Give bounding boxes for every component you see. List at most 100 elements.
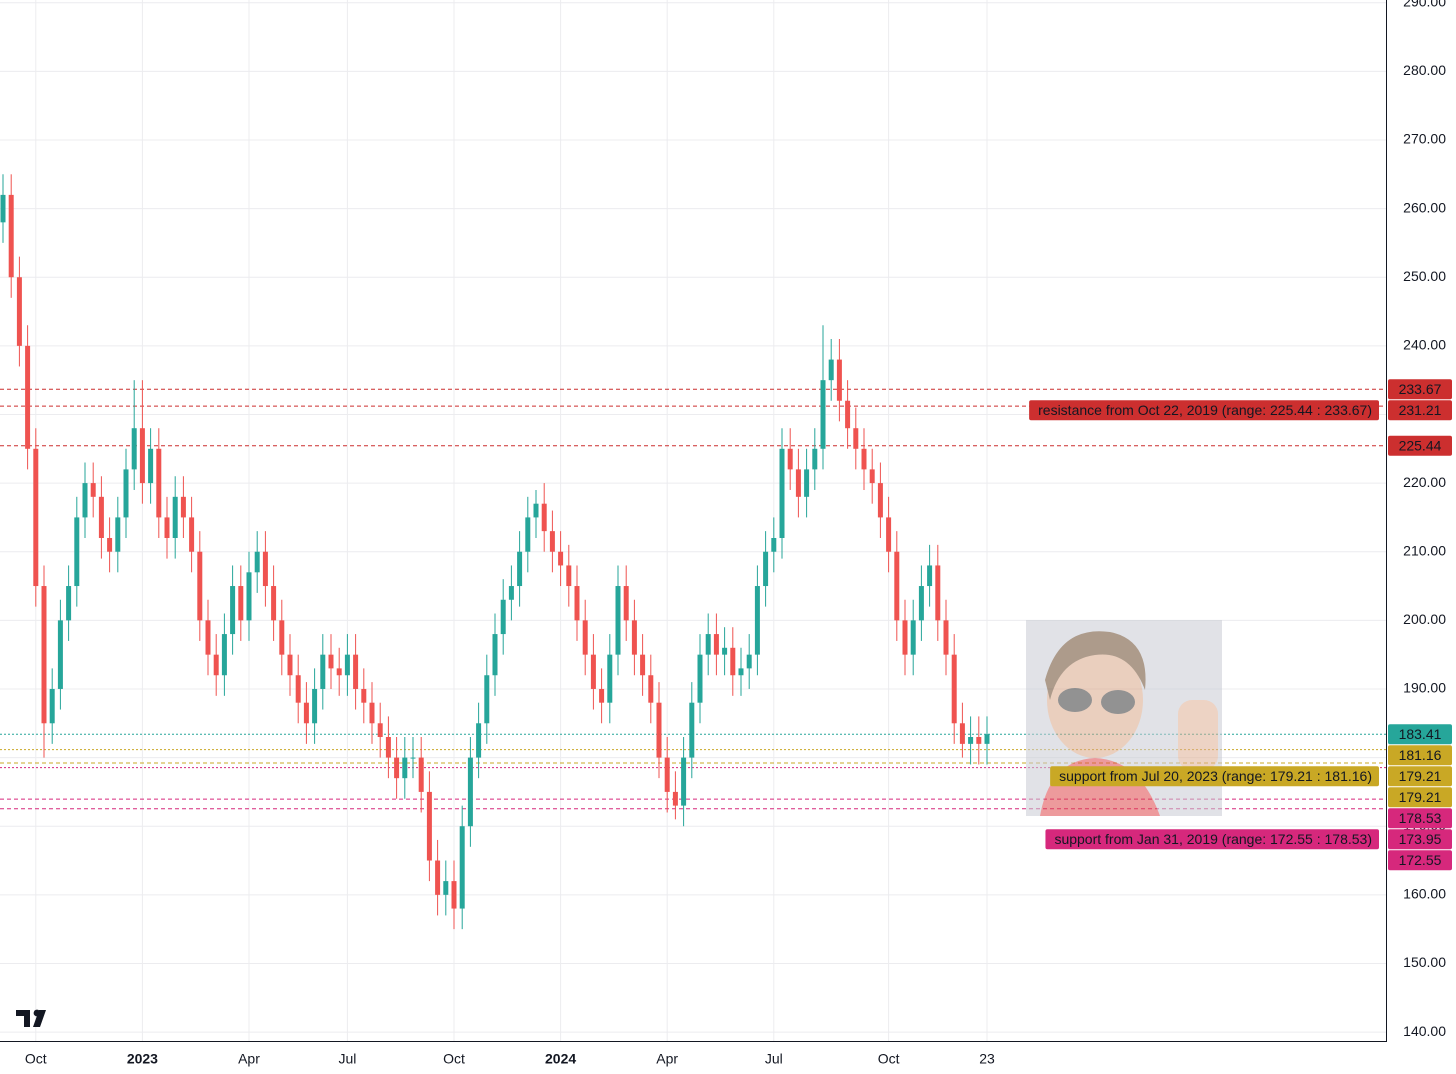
candle-body — [836, 359, 842, 401]
y-tick-label: 240.00 — [1403, 337, 1446, 353]
candle-body — [328, 654, 334, 669]
y-tick-label: 260.00 — [1403, 199, 1446, 215]
candle-body — [197, 551, 203, 621]
candle-body — [558, 551, 564, 566]
candle-body — [599, 688, 605, 703]
candle-body — [853, 428, 859, 449]
candle-body — [279, 620, 285, 655]
candle-body — [443, 881, 449, 895]
price-label: 178.53 — [1399, 810, 1442, 826]
x-tick-label: Oct — [443, 1051, 465, 1067]
candle-body — [90, 483, 96, 497]
candle-body — [566, 565, 572, 587]
price-label-box — [1388, 850, 1452, 871]
candle-body — [402, 757, 408, 779]
candle-body — [57, 620, 63, 689]
candle-body — [115, 517, 121, 552]
price-label-box — [1388, 808, 1452, 829]
candle-body — [451, 881, 457, 909]
candle-body — [705, 634, 711, 655]
candle-body — [886, 517, 892, 552]
y-tick-label: 280.00 — [1403, 62, 1446, 78]
candle-body — [410, 757, 416, 759]
price-label: 233.67 — [1399, 381, 1442, 397]
candle-body — [541, 503, 547, 532]
candle-body — [467, 757, 473, 827]
candle-body — [148, 448, 154, 484]
candle-body — [656, 702, 662, 758]
candle-body — [861, 448, 867, 470]
candle-body — [968, 737, 974, 744]
price-label: 225.44 — [1399, 437, 1442, 453]
candle-body — [640, 654, 646, 676]
candle-body — [713, 634, 719, 655]
candle-body — [582, 620, 588, 655]
candle-body — [590, 654, 596, 689]
candle-body — [180, 496, 186, 518]
y-tick-label: 290.00 — [1403, 0, 1446, 9]
candle-body — [66, 586, 72, 621]
logo-dot — [33, 1009, 41, 1017]
candle-body — [763, 551, 769, 587]
candle-body — [845, 400, 851, 429]
annotation-box — [1045, 829, 1379, 850]
price-label: 179.21 — [1399, 789, 1442, 805]
candle-body — [320, 654, 326, 689]
candle-body — [213, 654, 219, 676]
candle-body — [754, 586, 760, 655]
candle-body — [164, 517, 170, 538]
candle-body — [98, 496, 104, 538]
price-label: 231.21 — [1399, 402, 1442, 418]
y-tick-label: 210.00 — [1403, 542, 1446, 558]
candle-body — [205, 620, 211, 655]
candle-body — [254, 551, 260, 573]
price-label: 172.55 — [1399, 852, 1442, 868]
y-tick-label: 150.00 — [1403, 954, 1446, 970]
candle-body — [369, 702, 375, 724]
y-tick-label: 140.00 — [1403, 1023, 1446, 1039]
x-tick-label: Apr — [656, 1051, 678, 1067]
photo-hair — [1045, 631, 1146, 700]
candle-body — [361, 688, 367, 703]
candle-body — [738, 668, 744, 676]
candle-body — [377, 723, 383, 738]
price-label-box — [1388, 766, 1452, 787]
y-tick-label: 200.00 — [1403, 611, 1446, 627]
candle-body — [172, 496, 178, 538]
candle-body — [221, 634, 227, 676]
candle-body — [353, 654, 359, 689]
y-tick-label: 270.00 — [1403, 131, 1446, 147]
annotation-text: support from Jan 31, 2019 (range: 172.55… — [1054, 831, 1372, 847]
price-label-box — [1388, 400, 1452, 421]
candle-body — [426, 791, 432, 861]
candle-body — [787, 448, 793, 470]
y-tick-label: 160.00 — [1403, 886, 1446, 902]
photo-hand — [1178, 700, 1218, 770]
candle-body — [82, 483, 88, 518]
candle-body — [238, 586, 244, 621]
candle-body — [295, 675, 301, 703]
candle-body — [246, 572, 252, 621]
candle-body — [41, 586, 47, 724]
candle-body — [385, 737, 391, 758]
candle-body — [25, 345, 31, 449]
price-label: 179.21 — [1399, 768, 1442, 784]
candle-body — [951, 654, 957, 724]
price-label: 173.95 — [1399, 831, 1442, 847]
candle-body — [623, 586, 629, 621]
candle-body — [828, 359, 834, 381]
candle-body — [336, 668, 342, 676]
annotation-text: support from Jul 20, 2023 (range: 179.21… — [1059, 768, 1372, 784]
candle-body — [976, 737, 982, 744]
candle-body — [344, 654, 350, 676]
y-tick-label: 250.00 — [1403, 268, 1446, 284]
annotation-box — [1050, 766, 1379, 787]
candle-body — [459, 826, 465, 909]
candle-body — [877, 483, 883, 518]
photo-overlay — [1026, 620, 1222, 816]
candle-body — [123, 469, 129, 518]
candle-body — [435, 860, 441, 895]
candle-body — [0, 194, 6, 223]
candle-body — [615, 586, 621, 655]
